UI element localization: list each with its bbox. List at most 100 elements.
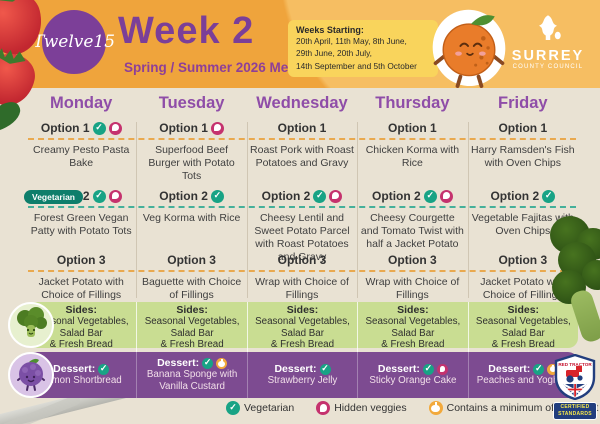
sides-label: Sides: [65, 304, 97, 316]
option-2-item-friday: Vegetable Fajitas with Oven Chips [471, 212, 574, 238]
option-1-item-tuesday: Superfood Beef Burger with Potato Tots [148, 144, 235, 183]
sides-line: & Fresh Bread [49, 339, 113, 351]
hidden-veggies-icon [439, 189, 453, 203]
option-label: Option 3 [498, 253, 548, 267]
dessert-label: Dessert: [488, 363, 531, 376]
option-3-header-monday: Option 3 [26, 252, 136, 268]
option-3-item-tuesday: Baguette with Choice of Fillings [141, 276, 242, 302]
option-row-headers: Option 3 Option 3 Option 3 Option 3 Option 3 [26, 252, 578, 268]
dessert-label: Dessert: [157, 357, 200, 370]
option-2-header-wednesday: Option 2 [247, 188, 357, 204]
option-1-item-wednesday: Roast Pork with Roast Potatoes and Gravy [250, 144, 354, 170]
vegetarian-icon [202, 357, 214, 369]
weeks-starting-label: Weeks Starting: [296, 25, 364, 35]
option-row-headers: Option 2Option 2Option 2Option 2Option 2 [26, 188, 578, 204]
dessert-item: Banana Sponge with Vanilla Custard [146, 369, 238, 392]
certified-standards-label: CERTIFIED STANDARDS [553, 402, 597, 420]
day-header-wednesday: Wednesday [256, 94, 348, 112]
option-label: Option 3 [388, 253, 437, 267]
legend-label: Vegetarian [244, 402, 295, 414]
option-row-3: Option 3 Option 3 Option 3 Option 3 Option 3… [26, 252, 578, 302]
sides-cell-monday: Sides: Seasonal Vegetables, Salad Bar & Fre… [26, 302, 136, 353]
red-tractor-shield-icon: RED TRACTOR [554, 353, 596, 401]
council-subname: COUNTY COUNCIL [512, 64, 584, 70]
sides-label: Sides: [507, 304, 540, 316]
option-2-header-friday: Option 2 [468, 188, 578, 204]
day-header-friday: Friday [498, 94, 548, 112]
twelve15-logo-text: Twelve15 [32, 32, 116, 52]
fruit-50-icon [547, 363, 559, 375]
surrey-council-logo: SURREY COUNTY COUNCIL [500, 14, 596, 70]
twelve15-logo: Twelve15 [33, 10, 115, 74]
vegetarian-icon [423, 189, 437, 203]
option-3-header-wednesday: Option 3 [247, 252, 357, 268]
option-label: Option 2 [261, 189, 311, 203]
column-divider [136, 122, 138, 298]
hidden-veggies-icon [210, 121, 224, 135]
sides-label: Sides: [286, 304, 319, 316]
sides-line: Salad Bar [170, 327, 214, 339]
option-3-header-friday: Option 3 [468, 252, 578, 268]
option-row-2: Option 2Option 2Option 2Option 2Option 2… [26, 188, 578, 265]
option-1-header-thursday: Option 1 [357, 120, 467, 136]
option-2-item-monday: Forest Green Vegan Patty with Potato Tot… [30, 212, 132, 238]
option-label: Option 2 [490, 189, 540, 203]
weeks-starting-line: 14th September and 5th October [296, 60, 417, 71]
option-3-header-tuesday: Option 3 [136, 252, 246, 268]
sides-line: & Fresh Bread [160, 339, 224, 351]
sides-line: Seasonal Vegetables, [475, 316, 571, 327]
option-3-item-thursday: Wrap with Choice of Fillings [365, 276, 460, 302]
vegetarian-icon [533, 363, 545, 375]
option-label: Option 1 [388, 121, 437, 135]
day-header-tuesday: Tuesday [158, 94, 225, 112]
option-row-items: Jacket Potato with Choice of Fillings Bag… [26, 276, 578, 302]
legend-fruit-50-icon [428, 401, 443, 415]
option-label: Option 3 [277, 253, 327, 267]
option-1-item-friday: Harry Ramsden's Fish with Oven Chips [471, 144, 575, 170]
sides-label: Sides: [176, 304, 208, 316]
legend-hidden-veggies-icon [316, 401, 331, 415]
dessert-header: Dessert: [157, 357, 228, 370]
option-row-items: Creamy Pesto Pasta Bake Superfood Beef Bu… [26, 144, 578, 183]
dessert-label: Dessert: [274, 363, 317, 376]
option-row-divider [28, 138, 576, 140]
weeks-starting-line: 29th June, 20th July, [296, 48, 372, 59]
sides-line: Seasonal Vegetables, [365, 316, 461, 327]
option-1-header-tuesday: Option 1 [136, 120, 246, 136]
dessert-cell-friday: Dessert:Peaches and Yoghurt [467, 352, 578, 398]
fruit-50-icon [216, 357, 228, 369]
legend-item-vegetarian: Vegetarian [226, 401, 294, 415]
oak-leaf-icon [539, 15, 561, 40]
sides-band: Sides: Seasonal Vegetables, Salad Bar & Fre… [8, 302, 578, 353]
grapes-character-icon [8, 352, 54, 398]
legend-vegetarian-icon [226, 401, 240, 415]
option-row-headers: Option 1 Option 1 Option 1 Option 1 Option 1 [26, 120, 578, 136]
option-3-item-wednesday: Wrap with Choice of Fillings [255, 276, 349, 302]
sides-cells: Sides: Seasonal Vegetables, Salad Bar & Fre… [26, 302, 578, 353]
option-2-item-wednesday: Cheesy Lentil and Sweet Potato Parcel wi… [254, 212, 350, 264]
legend-item-hidden-veggies: Hidden veggies [316, 401, 407, 415]
vegetarian-icon [313, 189, 327, 203]
sides-cell-friday: Sides: Seasonal Vegetables, Salad Bar & Fre… [467, 302, 578, 353]
dessert-header: Dessert: [488, 363, 559, 376]
vegetarian-icon [92, 121, 106, 135]
sides-line: & Fresh Bread [270, 339, 335, 351]
option-label: Option 3 [167, 253, 216, 267]
column-divider [246, 122, 248, 298]
page-title: Week 2 [118, 10, 255, 52]
column-divider [357, 122, 359, 298]
hidden-veggies-icon [108, 189, 122, 203]
dessert-cell-thursday: Dessert:Sticky Orange Cake [357, 352, 467, 398]
sides-cell-wednesday: Sides: Seasonal Vegetables, Salad Bar & Fre… [246, 302, 357, 353]
legend-label: Hidden veggies [334, 402, 407, 414]
vegetarian-icon [422, 363, 434, 375]
dessert-item: Sticky Orange Cake [369, 375, 457, 387]
option-label: Option 1 [277, 121, 327, 135]
sides-line: Seasonal Vegetables, [33, 316, 129, 327]
option-label: Option 1 [159, 121, 208, 135]
vegetarian-icon [319, 363, 331, 375]
sides-line: Seasonal Vegetables, [144, 316, 240, 327]
dessert-label: Dessert: [377, 363, 420, 376]
